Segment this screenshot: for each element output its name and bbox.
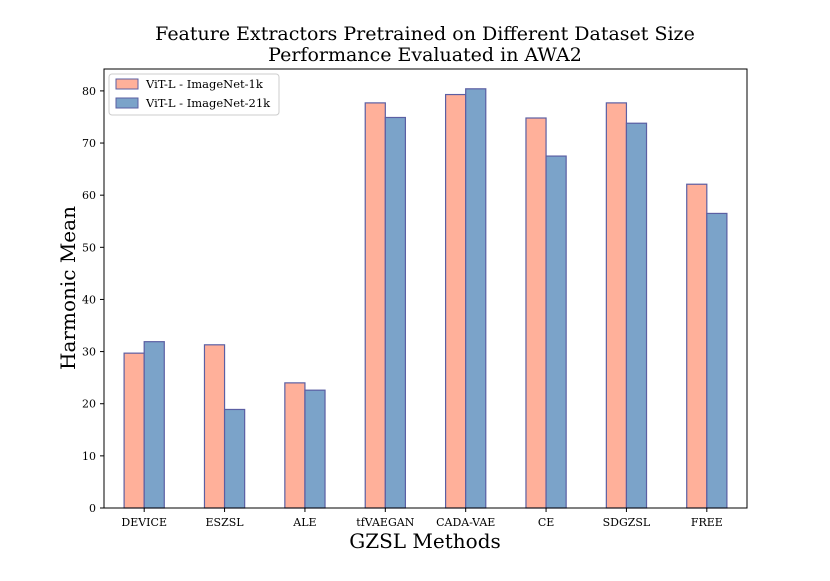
bar-sdgzsl-series-1 [605,102,628,509]
bar-ale-series-1 [284,382,306,509]
bar-ce-series-2 [545,155,567,509]
y-axis-label: Harmonic Mean [56,206,80,370]
bar-device-series-2 [143,341,165,509]
y-tick-label-70: 70 [82,137,96,150]
plot-frame [103,68,748,509]
bar-sdgzsl-series-2 [625,122,648,509]
bar-cada-vae-series-2 [465,88,487,509]
legend-swatch-imagenet-21k [115,97,139,109]
y-tick-label-40: 40 [82,293,96,306]
chart-title-line-1: Feature Extractors Pretrained on Differe… [155,23,695,45]
x-tick-label-ce: CE [538,516,554,529]
bar-ale-series-2 [304,389,326,509]
bar-free-series-2 [706,212,728,509]
legend-label-imagenet-21k: ViT-L - ImageNet-21k [145,96,271,110]
legend: ViT-L - ImageNet-1k ViT-L - ImageNet-21k [108,73,280,116]
chart-title-line-2: Performance Evaluated in AWA2 [268,44,582,66]
bar-free-series-1 [686,183,708,509]
y-tick-label-60: 60 [82,189,96,202]
y-tick-label-80: 80 [82,85,96,98]
legend-label-imagenet-1k: ViT-L - ImageNet-1k [145,77,264,91]
x-tick-label-cada-vae: CADA-VAE [436,516,495,529]
bar-eszsl-series-1 [203,344,226,509]
x-tick-label-eszsl: ESZSL [206,516,245,529]
x-tick-label-free: FREE [691,516,723,529]
y-tick-label-0: 0 [89,502,96,515]
x-axis-label: GZSL Methods [349,529,501,553]
bar-eszsl-series-2 [223,408,246,509]
x-ticks: DEVICE ESZSL ALE tfVAEGAN CADA-VAE CE SDGZSL FR… [121,508,723,529]
bars-group [123,88,728,509]
bar-ce-series-1 [525,117,547,509]
legend-swatch-imagenet-1k [115,78,139,90]
y-tick-label-20: 20 [82,398,96,411]
x-tick-label-ale: ALE [292,516,316,529]
bar-tfvaegan-series-2 [384,116,407,509]
bar-cada-vae-series-1 [444,93,467,509]
x-tick-label-device: DEVICE [121,516,167,529]
bar-device-series-1 [123,352,145,509]
legend-frame [108,73,280,116]
bar-tfvaegan-series-1 [364,102,386,509]
y-tick-label-10: 10 [82,450,96,463]
y-tick-label-30: 30 [82,346,96,359]
x-tick-label-tfvaegan: tfVAEGAN [356,516,414,529]
y-ticks: 0 10 20 30 40 50 60 70 80 [82,85,104,515]
y-tick-label-50: 50 [82,241,96,254]
x-tick-label-sdgzsl: SDGZSL [603,516,651,529]
